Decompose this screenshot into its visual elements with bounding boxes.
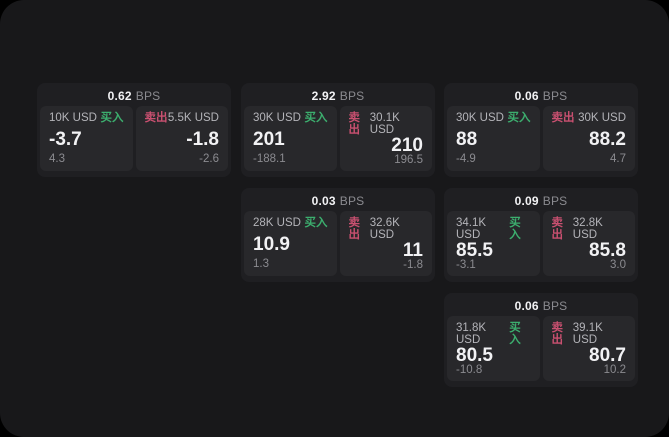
quote-card: 0.06 BPS 31.8K USD 买入 80.5 -10.8 卖出 39.1… bbox=[444, 293, 638, 387]
buy-price: 85.5 bbox=[456, 240, 493, 261]
sell-panel[interactable]: 卖出 39.1K USD 80.7 10.2 bbox=[542, 316, 635, 381]
buy-size: 30K USD bbox=[253, 112, 301, 124]
quote-panels: 28K USD 买入 10.9 1.3 卖出 32.6K USD 11 -1.8 bbox=[244, 211, 432, 276]
buy-price: 88 bbox=[456, 128, 478, 150]
sell-size: 32.8K USD bbox=[572, 217, 603, 241]
sell-label: 卖出 bbox=[551, 322, 564, 346]
sell-delta: -1.8 bbox=[403, 259, 423, 271]
buy-panel[interactable]: 28K USD 买入 10.9 1.3 bbox=[244, 211, 337, 276]
buy-panel[interactable]: 34.1K USD 买入 85.5 -3.1 bbox=[447, 211, 540, 276]
buy-label: 买入 bbox=[304, 112, 328, 124]
sell-delta: 196.5 bbox=[394, 154, 423, 166]
quote-card: 2.92 BPS 30K USD 买入 201 -188.1 卖出 30.1K … bbox=[241, 83, 435, 177]
buy-price: 10.9 bbox=[253, 233, 290, 255]
spread-unit: BPS bbox=[339, 89, 365, 103]
buy-size: 31.8K USD bbox=[456, 322, 487, 346]
spread-header: 2.92 BPS bbox=[244, 86, 432, 106]
quote-card: 0.03 BPS 28K USD 买入 10.9 1.3 卖出 32.6K US… bbox=[241, 188, 435, 282]
buy-label: 买入 bbox=[507, 112, 531, 124]
buy-delta: -188.1 bbox=[253, 152, 286, 165]
sell-size: 39.1K USD bbox=[572, 322, 603, 346]
spread-value: 0.62 bbox=[107, 89, 132, 103]
buy-label: 买入 bbox=[509, 217, 521, 241]
buy-label: 买入 bbox=[100, 112, 124, 124]
sell-delta: 3.0 bbox=[610, 259, 626, 271]
sell-label: 卖出 bbox=[551, 217, 564, 241]
spread-header: 0.62 BPS bbox=[40, 86, 228, 106]
sell-panel[interactable]: 卖出 30K USD 88.2 4.7 bbox=[542, 106, 635, 171]
buy-label: 买入 bbox=[509, 322, 521, 346]
buy-label: 买入 bbox=[304, 217, 328, 229]
quote-card: 0.06 BPS 30K USD 买入 88 -4.9 卖出 30K USD 8… bbox=[444, 83, 638, 177]
quote-card: 0.09 BPS 34.1K USD 买入 85.5 -3.1 卖出 32.8K… bbox=[444, 188, 638, 282]
buy-delta: -4.9 bbox=[456, 152, 476, 165]
quote-panels: 30K USD 买入 88 -4.9 卖出 30K USD 88.2 4.7 bbox=[447, 106, 635, 171]
sell-size: 5.5K USD bbox=[167, 112, 219, 124]
spread-header: 0.06 BPS bbox=[447, 86, 635, 106]
sell-size: 32.6K USD bbox=[369, 217, 400, 241]
spread-unit: BPS bbox=[339, 194, 365, 208]
sell-label: 卖出 bbox=[348, 112, 361, 136]
buy-size: 34.1K USD bbox=[456, 217, 487, 241]
spread-value: 0.09 bbox=[514, 194, 539, 208]
sell-delta: 10.2 bbox=[603, 364, 626, 376]
buy-panel[interactable]: 10K USD 买入 -3.7 4.3 bbox=[40, 106, 133, 171]
spread-value: 0.03 bbox=[311, 194, 336, 208]
spread-header: 0.03 BPS bbox=[244, 191, 432, 211]
buy-size: 10K USD bbox=[49, 112, 97, 124]
buy-delta: -3.1 bbox=[456, 259, 476, 271]
quote-panels: 30K USD 买入 201 -188.1 卖出 30.1K USD 210 1… bbox=[244, 106, 432, 171]
spread-value: 0.06 bbox=[514, 89, 539, 103]
buy-delta: 1.3 bbox=[253, 257, 269, 270]
buy-panel[interactable]: 30K USD 买入 88 -4.9 bbox=[447, 106, 540, 171]
spread-unit: BPS bbox=[542, 194, 568, 208]
spread-unit: BPS bbox=[542, 89, 568, 103]
sell-label: 卖出 bbox=[348, 217, 361, 241]
sell-label: 卖出 bbox=[144, 112, 168, 124]
sell-price: 88.2 bbox=[589, 128, 626, 150]
buy-size: 30K USD bbox=[456, 112, 504, 124]
sell-panel[interactable]: 卖出 32.6K USD 11 -1.8 bbox=[339, 211, 432, 276]
sell-panel[interactable]: 卖出 30.1K USD 210 196.5 bbox=[339, 106, 432, 171]
spread-header: 0.06 BPS bbox=[447, 296, 635, 316]
buy-panel[interactable]: 30K USD 买入 201 -188.1 bbox=[244, 106, 337, 171]
sell-price: -1.8 bbox=[186, 128, 219, 150]
buy-size: 28K USD bbox=[253, 217, 301, 229]
quote-panels: 34.1K USD 买入 85.5 -3.1 卖出 32.8K USD 85.8… bbox=[447, 211, 635, 276]
spread-unit: BPS bbox=[135, 89, 161, 103]
spread-value: 2.92 bbox=[311, 89, 336, 103]
buy-price: 80.5 bbox=[456, 345, 493, 366]
quote-card: 0.62 BPS 10K USD 买入 -3.7 4.3 卖出 5.5K USD… bbox=[37, 83, 231, 177]
spread-header: 0.09 BPS bbox=[447, 191, 635, 211]
quote-panels: 10K USD 买入 -3.7 4.3 卖出 5.5K USD -1.8 -2.… bbox=[40, 106, 228, 171]
sell-label: 卖出 bbox=[551, 112, 575, 124]
sell-panel[interactable]: 卖出 32.8K USD 85.8 3.0 bbox=[542, 211, 635, 276]
sell-price: 80.7 bbox=[589, 345, 626, 366]
sell-size: 30K USD bbox=[578, 112, 626, 124]
buy-panel[interactable]: 31.8K USD 买入 80.5 -10.8 bbox=[447, 316, 540, 381]
buy-delta: 4.3 bbox=[49, 152, 65, 165]
sell-size: 30.1K USD bbox=[369, 112, 400, 136]
sell-price: 11 bbox=[402, 240, 423, 261]
sell-price: 85.8 bbox=[589, 240, 626, 261]
buy-delta: -10.8 bbox=[456, 364, 483, 376]
sell-delta: -2.6 bbox=[199, 152, 219, 165]
buy-price: 201 bbox=[253, 128, 285, 150]
buy-price: -3.7 bbox=[49, 128, 82, 150]
quote-panels: 31.8K USD 买入 80.5 -10.8 卖出 39.1K USD 80.… bbox=[447, 316, 635, 381]
sell-delta: 4.7 bbox=[610, 152, 626, 165]
sell-panel[interactable]: 卖出 5.5K USD -1.8 -2.6 bbox=[135, 106, 228, 171]
spread-unit: BPS bbox=[542, 299, 568, 313]
spread-value: 0.06 bbox=[514, 299, 539, 313]
sell-price: 210 bbox=[391, 135, 423, 156]
